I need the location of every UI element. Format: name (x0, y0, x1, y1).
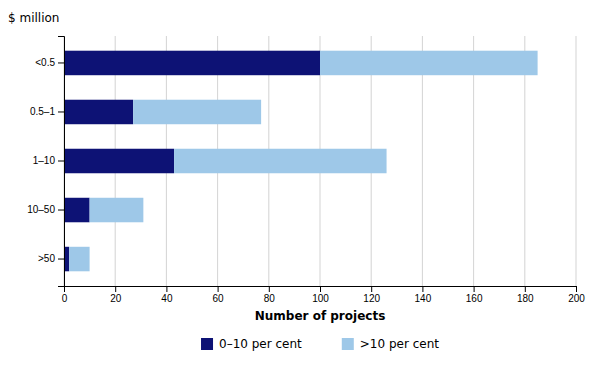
tick-label: 10–50 (27, 204, 55, 215)
tick: 1–10 (33, 155, 64, 166)
tick: 40 (161, 286, 173, 304)
axis-line (65, 287, 577, 293)
tick-label: 140 (415, 293, 432, 304)
tick: 200 (568, 286, 585, 304)
legend-label: 0–10 per cent (219, 337, 302, 351)
bar (64, 51, 320, 76)
tick-mark (58, 111, 64, 112)
bar (174, 149, 386, 174)
bar (133, 100, 261, 125)
bar (64, 149, 174, 174)
tick-mark (166, 286, 167, 292)
tick-label: 0.5–1 (30, 106, 55, 117)
tick-label: 40 (161, 293, 173, 304)
legend-swatch (342, 338, 354, 350)
y-axis: <0.5 0.5–1 1–10 10–50 >50 (27, 37, 64, 287)
legend-item: 0–10 per cent (201, 337, 302, 351)
tick-label: 160 (466, 293, 483, 304)
legend: 0–10 per cent >10 per cent (201, 337, 439, 351)
legend-item: >10 per cent (342, 337, 439, 351)
tick-label: 1–10 (33, 155, 56, 166)
bars (64, 51, 538, 272)
y-label: $ million (8, 11, 59, 25)
tick-mark (576, 286, 577, 292)
tick: 120 (363, 286, 380, 304)
tick-label: 100 (312, 293, 329, 304)
legend-swatch (201, 338, 213, 350)
tick-mark (58, 210, 64, 211)
tick-mark (58, 161, 64, 162)
tick-label: 20 (110, 293, 122, 304)
tick-mark (218, 286, 219, 292)
legend-label: >10 per cent (360, 337, 439, 351)
series (69, 51, 537, 272)
tick: 80 (264, 286, 276, 304)
tick-mark (422, 286, 423, 292)
bar (64, 100, 133, 125)
tick: 160 (466, 286, 483, 304)
tick-label: <0.5 (35, 57, 55, 68)
tick-label: 80 (264, 293, 276, 304)
tick: 140 (415, 286, 432, 304)
tick-mark (320, 286, 321, 292)
tick: >50 (38, 253, 64, 264)
tick-mark (525, 286, 526, 292)
tick: 180 (517, 286, 534, 304)
tick: 60 (213, 286, 225, 304)
x-axis: 0 20 40 60 80 100 120 140 160 180 200 (62, 286, 586, 304)
tick-label: 180 (517, 293, 534, 304)
chart: 0 20 40 60 80 100 120 140 160 180 200 <0.5 0.5–1 1–10… (0, 0, 600, 368)
tick-mark (474, 286, 475, 292)
tick-mark (371, 286, 372, 292)
bar (69, 247, 89, 272)
tick-mark (269, 286, 270, 292)
tick-mark (58, 62, 64, 63)
tick-label: 200 (568, 293, 585, 304)
tick-label: 120 (363, 293, 380, 304)
bar (90, 198, 144, 223)
tick: 0 (62, 286, 68, 304)
tick-mark (58, 259, 64, 260)
tick: 0.5–1 (30, 106, 64, 117)
tick-label: 0 (62, 293, 68, 304)
grid (64, 36, 576, 286)
tick: 20 (110, 286, 122, 304)
tick-label: >50 (38, 253, 55, 264)
tick: 10–50 (27, 204, 64, 215)
bar (64, 198, 90, 223)
grid-line (576, 36, 577, 286)
axis-line (58, 37, 65, 287)
bar (320, 51, 538, 76)
x-label: Number of projects (255, 309, 386, 323)
tick: 100 (312, 286, 329, 304)
plot: 0 20 40 60 80 100 120 140 160 180 200 <0.5 0.5–1 1–10… (27, 36, 585, 304)
tick-mark (115, 286, 116, 292)
tick: <0.5 (35, 57, 64, 68)
tick-label: 60 (213, 293, 225, 304)
